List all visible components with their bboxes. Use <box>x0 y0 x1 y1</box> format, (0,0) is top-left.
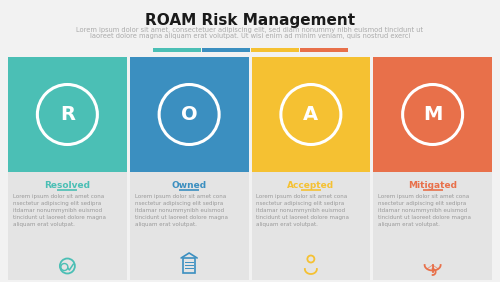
Bar <box>130 57 248 172</box>
Text: Lorem ipsum dolor sit amet cona
nsectetur adipiscing elit sedipra
itdamar nonumm: Lorem ipsum dolor sit amet cona nsectetu… <box>135 194 228 227</box>
Bar <box>8 57 127 172</box>
Text: Lorem ipsum dolor sit amet cona
nsectetur adipiscing elit sedipra
itdamar nonumm: Lorem ipsum dolor sit amet cona nsectetu… <box>378 194 471 227</box>
Bar <box>250 48 298 52</box>
Text: O: O <box>181 105 198 124</box>
Text: M: M <box>423 105 442 124</box>
Text: A: A <box>304 105 318 124</box>
Text: R: R <box>60 105 75 124</box>
Bar <box>252 57 370 172</box>
Text: laoreet dolore magna aliquam erat volutpat. Ut wisi enim ad minim veniam, quis n: laoreet dolore magna aliquam erat volutp… <box>90 33 410 39</box>
Bar <box>130 172 248 280</box>
Text: ROAM Risk Management: ROAM Risk Management <box>145 13 355 28</box>
Bar <box>300 48 348 52</box>
Text: Lorem ipsum dolor sit amet cona
nsectetur adipiscing elit sedipra
itdamar nonumm: Lorem ipsum dolor sit amet cona nsectetu… <box>13 194 106 227</box>
Bar <box>183 258 195 273</box>
Bar <box>373 172 492 280</box>
Text: Lorem ipsum dolor sit amet cona
nsectetur adipiscing elit sedipra
itdamar nonumm: Lorem ipsum dolor sit amet cona nsectetu… <box>256 194 350 227</box>
Text: Mitigated: Mitigated <box>408 181 457 190</box>
Text: Accepted: Accepted <box>288 181 335 190</box>
Bar <box>252 172 370 280</box>
Bar <box>8 172 127 280</box>
Text: Resolved: Resolved <box>44 181 90 190</box>
Text: Lorem ipsum dolor sit amet, consectetuer adipiscing elit, sed diam nonummy nibh : Lorem ipsum dolor sit amet, consectetuer… <box>76 27 424 33</box>
Bar <box>373 57 492 172</box>
Text: Owned: Owned <box>172 181 206 190</box>
Bar <box>152 48 200 52</box>
Bar <box>202 48 250 52</box>
